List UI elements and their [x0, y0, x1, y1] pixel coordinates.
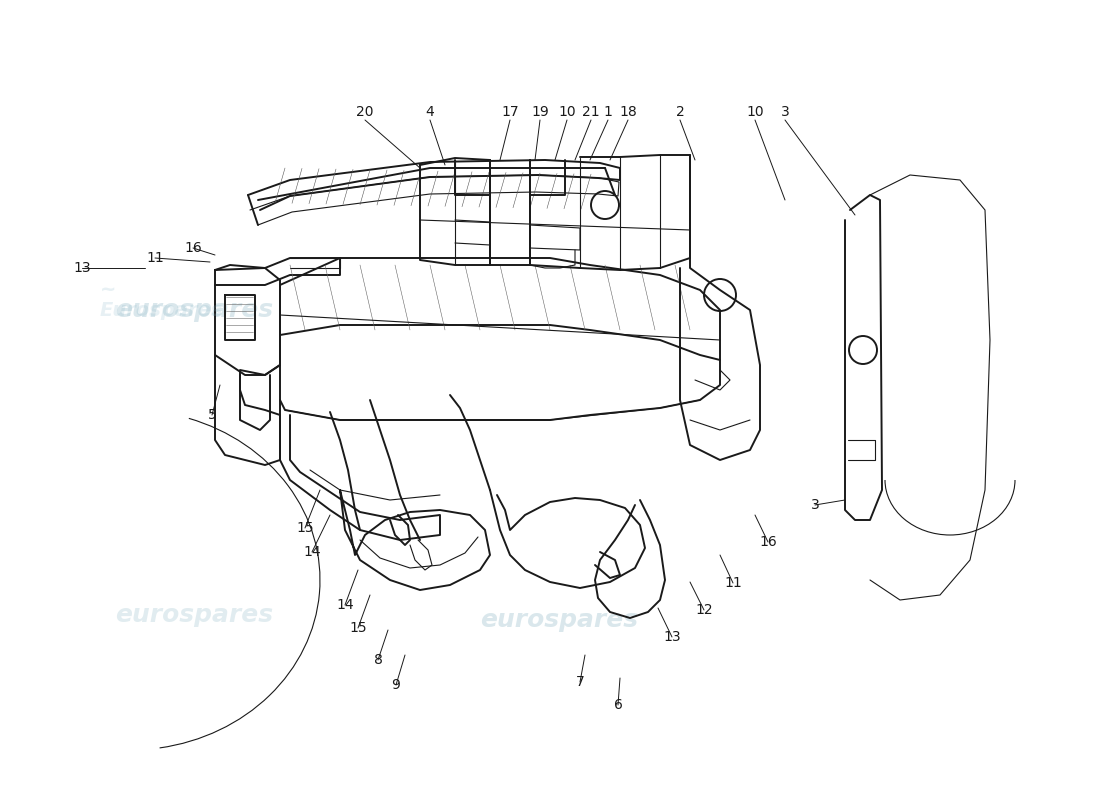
Text: 20: 20: [356, 105, 374, 119]
Text: 15: 15: [296, 521, 314, 535]
Text: 21: 21: [582, 105, 600, 119]
Text: ~
Eurospares: ~ Eurospares: [100, 279, 223, 321]
Text: 1: 1: [604, 105, 613, 119]
Text: 19: 19: [531, 105, 549, 119]
Text: 6: 6: [614, 698, 623, 712]
Text: 11: 11: [724, 576, 741, 590]
Text: 17: 17: [502, 105, 519, 119]
Text: 10: 10: [746, 105, 763, 119]
Text: 2: 2: [675, 105, 684, 119]
Text: 9: 9: [392, 678, 400, 692]
Text: 4: 4: [426, 105, 434, 119]
Text: 13: 13: [74, 261, 91, 275]
Text: 15: 15: [349, 621, 366, 635]
Text: 13: 13: [663, 630, 681, 644]
Text: 16: 16: [184, 241, 202, 255]
Text: 5: 5: [208, 408, 217, 422]
Text: 3: 3: [781, 105, 790, 119]
Text: eurospares: eurospares: [480, 608, 638, 632]
Text: eurospares: eurospares: [116, 603, 273, 627]
Text: 7: 7: [575, 675, 584, 689]
Text: 14: 14: [337, 598, 354, 612]
Text: 18: 18: [619, 105, 637, 119]
Text: eurospares: eurospares: [116, 298, 273, 322]
Text: 11: 11: [146, 251, 164, 265]
Text: 10: 10: [558, 105, 575, 119]
Text: 14: 14: [304, 545, 321, 559]
Text: 3: 3: [811, 498, 819, 512]
Text: 16: 16: [759, 535, 777, 549]
Text: 12: 12: [695, 603, 713, 617]
Text: 8: 8: [374, 653, 383, 667]
